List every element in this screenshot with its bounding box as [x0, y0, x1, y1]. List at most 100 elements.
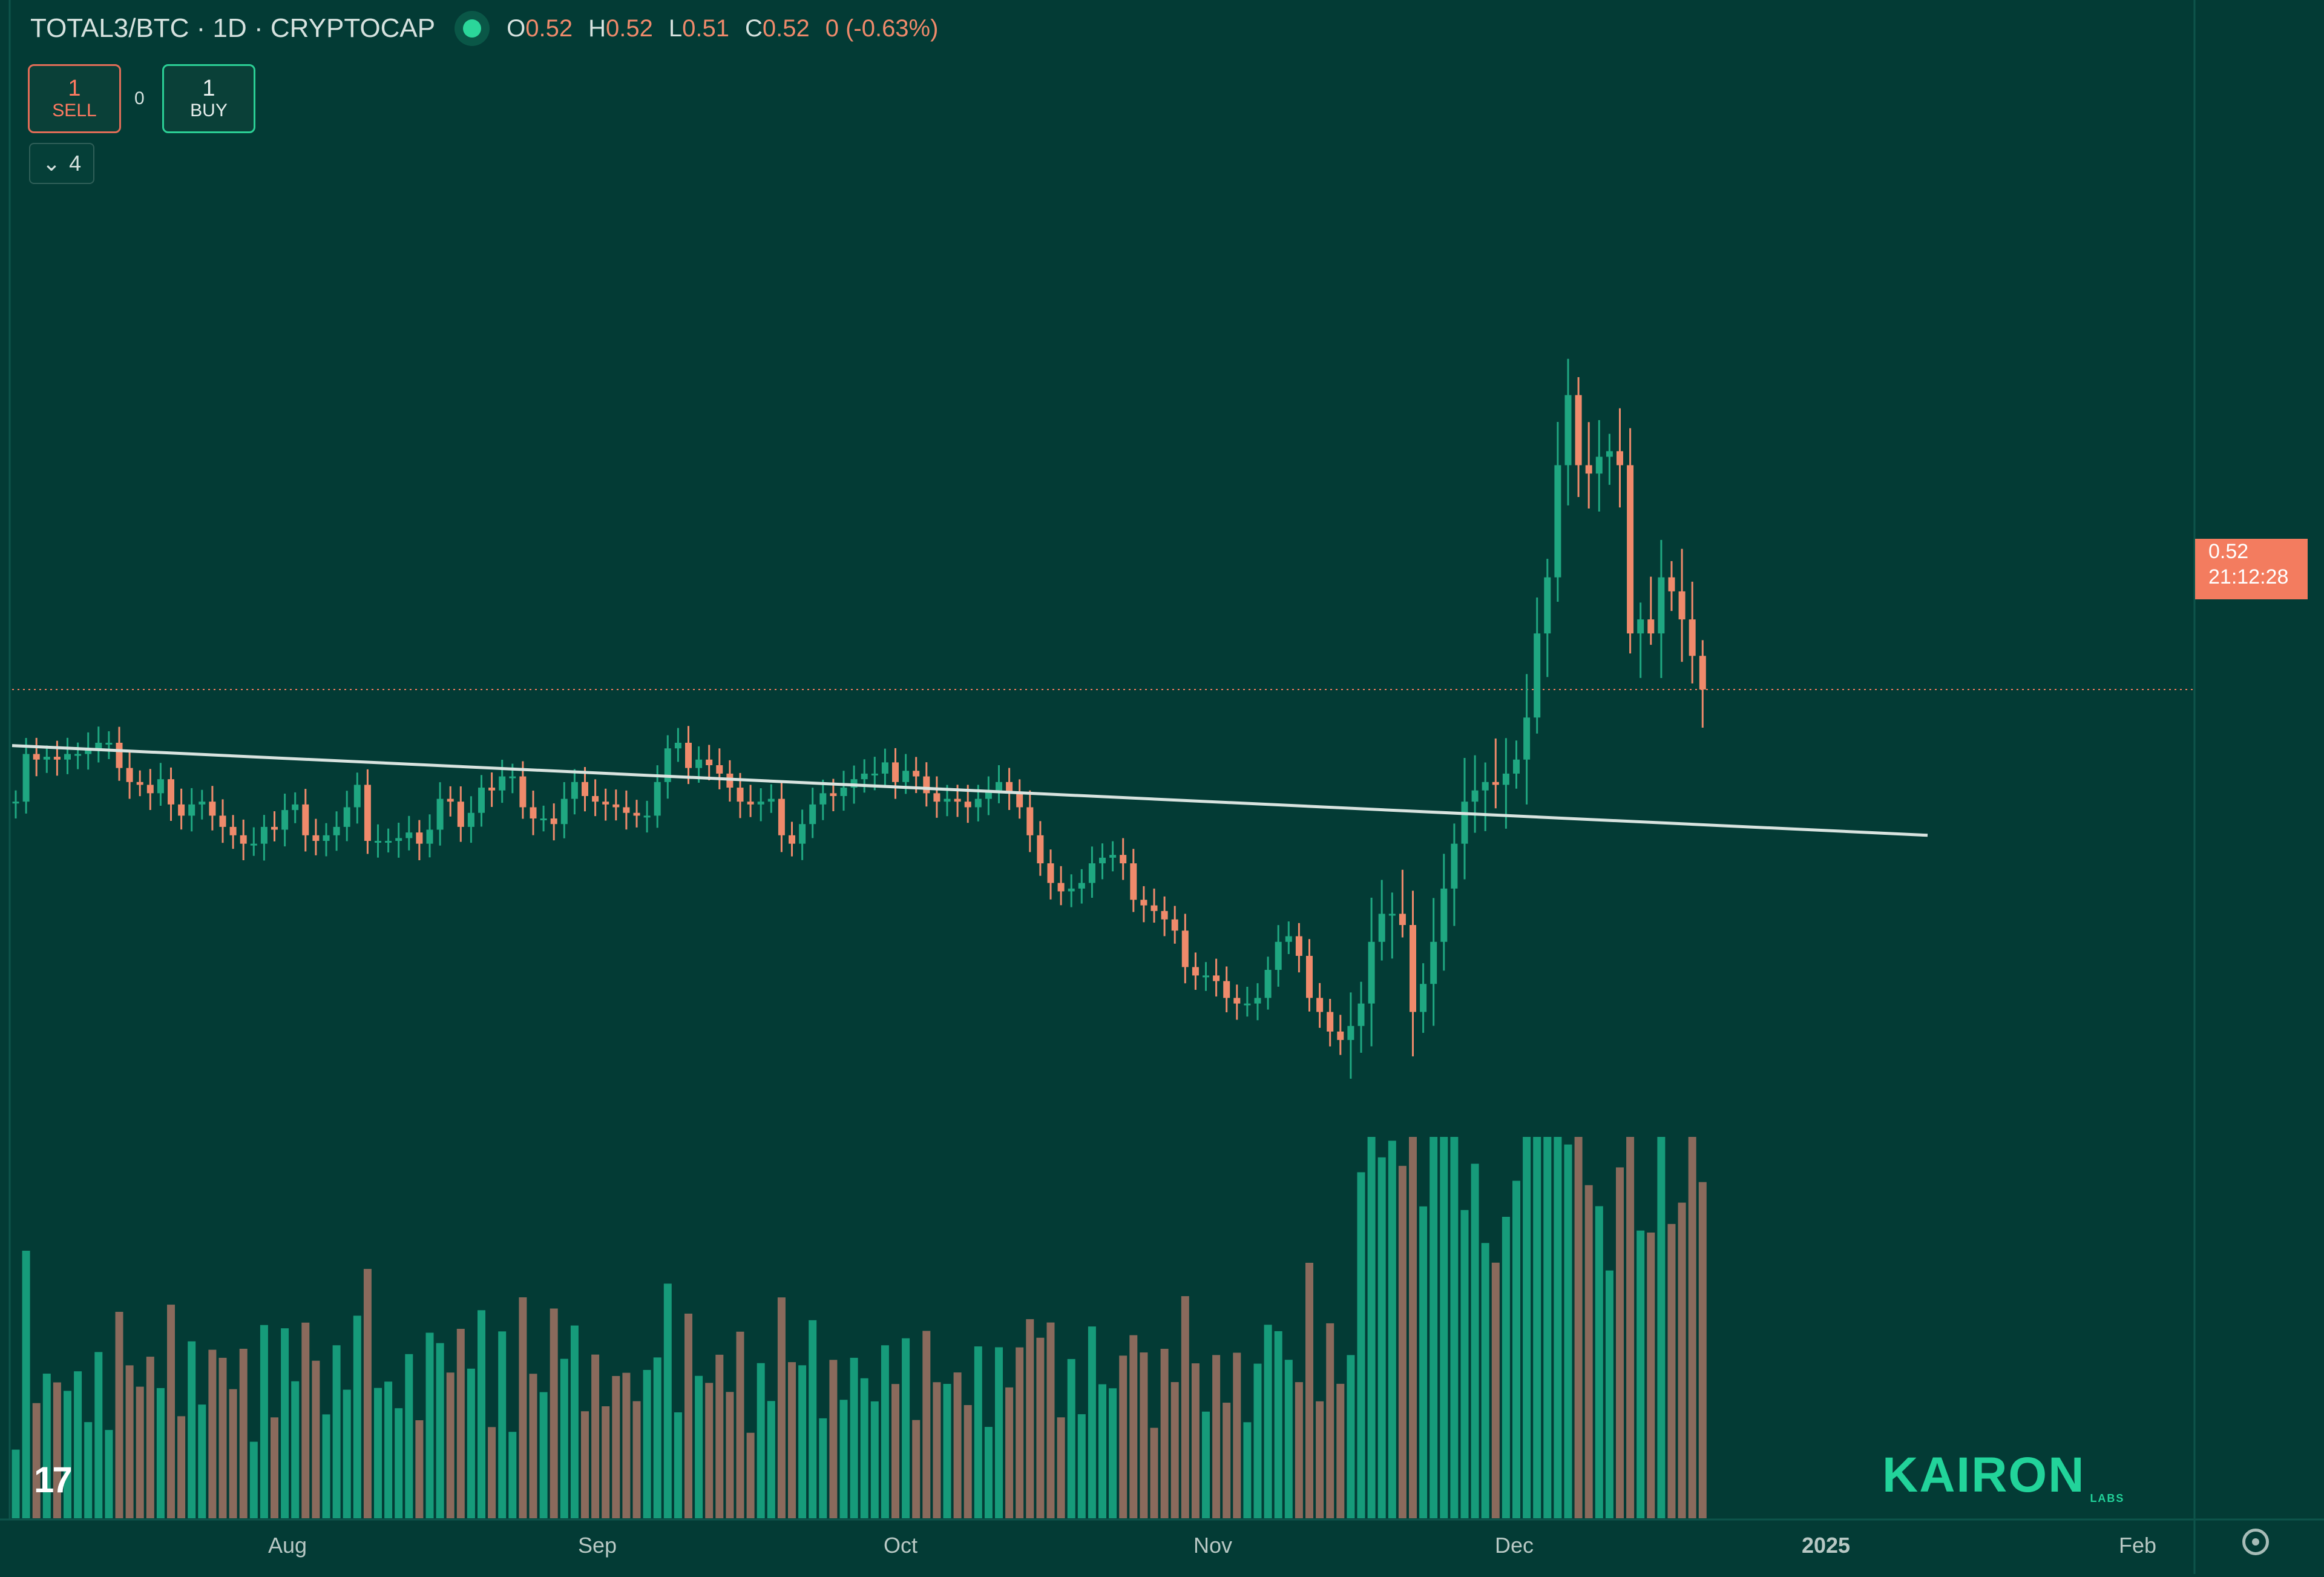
candle-body — [592, 795, 599, 802]
candle-body — [974, 798, 982, 808]
high-label: H — [588, 15, 606, 42]
candle-body — [871, 773, 878, 775]
x-axis-tick-label: Oct — [884, 1533, 917, 1558]
close-label: C — [744, 15, 763, 42]
candle-body — [1689, 619, 1696, 656]
x-axis-tick-label: Feb — [2119, 1533, 2156, 1558]
volume-bar — [684, 1313, 692, 1518]
symbol-title[interactable]: TOTAL3/BTC · 1D · CRYPTOCAP — [30, 13, 436, 43]
candle-body — [1327, 1012, 1334, 1032]
candle-body — [1544, 577, 1551, 634]
candle-body — [1658, 577, 1665, 634]
candle-body — [1275, 941, 1282, 970]
candle-body — [116, 742, 123, 768]
candle-body — [840, 788, 847, 796]
indicators-toggle-button[interactable]: ⌄ 4 — [29, 143, 94, 184]
volume-bar — [1626, 1137, 1635, 1518]
volume-bar — [84, 1422, 93, 1518]
candle-body — [281, 810, 289, 830]
candle-body — [219, 815, 226, 827]
volume-bar — [570, 1325, 579, 1518]
candle-body — [375, 841, 381, 843]
watermark-subtext: LABS — [2090, 1492, 2125, 1504]
volume-bar — [229, 1389, 237, 1518]
volume-bar — [498, 1331, 507, 1518]
volume-bar — [1274, 1331, 1282, 1518]
candle-body — [467, 812, 474, 827]
buy-button[interactable]: 1 BUY — [162, 64, 255, 133]
volume-bar — [715, 1354, 724, 1518]
volume-bar — [1233, 1352, 1241, 1518]
candle-body — [229, 826, 237, 835]
candle-body — [1254, 998, 1261, 1004]
high-value: 0.52 — [605, 15, 653, 42]
low-value: 0.51 — [682, 15, 729, 42]
volume-bar — [1584, 1185, 1593, 1518]
candle-body — [1388, 914, 1396, 916]
candle-body — [85, 748, 92, 754]
candle-body — [436, 798, 444, 830]
candle-body — [643, 815, 651, 818]
settings-icon[interactable] — [2242, 1529, 2269, 1555]
candle-body — [1316, 998, 1324, 1012]
candle-body — [633, 812, 640, 816]
candle-body — [1192, 967, 1199, 976]
ohlc-readout: O0.52 H0.52 L0.51 C0.52 0 (-0.63%) — [507, 15, 938, 42]
close-value: 0.52 — [762, 15, 810, 42]
kairon-watermark: KAIRON LABS — [1882, 1447, 2124, 1504]
candle-body — [767, 798, 775, 802]
candle-body — [881, 762, 888, 774]
volume-bar — [1636, 1230, 1645, 1518]
volume-bar — [291, 1381, 300, 1518]
sell-button[interactable]: 1 SELL — [28, 64, 121, 133]
volume-bar — [374, 1388, 382, 1518]
last-price-tag: 0.52 21:12:28 — [2195, 539, 2308, 599]
candle-body — [530, 807, 537, 818]
candle-body — [271, 826, 278, 830]
x-axis-tick-label: Dec — [1495, 1533, 1534, 1558]
candle-body — [913, 771, 920, 777]
candle-body — [1203, 975, 1209, 978]
volume-bar — [146, 1357, 154, 1518]
candle-body — [582, 782, 588, 796]
candle-body — [1099, 857, 1106, 864]
volume-bar — [260, 1325, 268, 1518]
volume-bar — [777, 1297, 786, 1518]
candle-body — [302, 804, 309, 835]
volume-bar — [839, 1400, 848, 1518]
volume-bar — [591, 1354, 600, 1518]
candle-body — [996, 782, 1002, 791]
volume-bar — [1574, 1137, 1583, 1518]
candle-body — [1575, 395, 1582, 466]
candle-body — [1564, 395, 1572, 466]
candle-body — [1482, 782, 1489, 791]
volume-bar — [643, 1369, 651, 1518]
candle-body — [706, 759, 713, 765]
candle-body — [146, 785, 154, 794]
volume-bar — [1243, 1422, 1252, 1518]
candle-body — [1399, 914, 1406, 925]
candle-body — [395, 838, 402, 841]
candle-body — [1513, 759, 1520, 774]
volume-bar — [42, 1374, 51, 1518]
candle-body — [1492, 782, 1499, 785]
candle-body — [1502, 773, 1509, 785]
volume-bar — [1088, 1326, 1096, 1518]
candle-body — [240, 835, 247, 844]
candle-body — [1451, 843, 1458, 889]
candle-body — [353, 785, 361, 808]
volume-bar — [767, 1401, 775, 1518]
tradingview-logo-icon[interactable]: 17 — [34, 1460, 73, 1500]
volume-bar — [746, 1432, 755, 1518]
volume-bar — [974, 1346, 982, 1518]
candle-body — [954, 798, 961, 802]
volume-bar — [602, 1406, 610, 1518]
candle-body — [22, 754, 30, 802]
volume-bar — [1036, 1337, 1045, 1518]
candle-body — [509, 776, 516, 779]
volume-bar — [1336, 1383, 1345, 1518]
candle-body — [188, 804, 195, 816]
volume-bar — [136, 1386, 144, 1518]
